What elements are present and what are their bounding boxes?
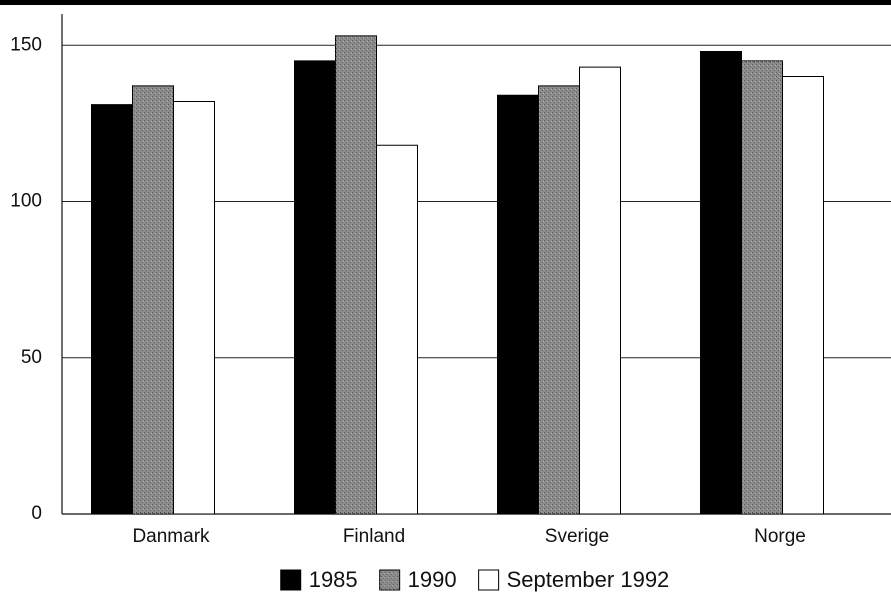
bar	[173, 101, 215, 515]
legend-label: 1985	[309, 567, 358, 592]
x-tick-label: Danmark	[132, 526, 210, 547]
bar-texture	[741, 60, 783, 514]
bar-texture	[132, 85, 174, 514]
bar-texture	[538, 85, 580, 514]
bar	[700, 51, 742, 515]
bar	[782, 76, 824, 515]
x-tick-label: Sverige	[545, 526, 609, 547]
bar	[91, 104, 133, 515]
legend-label: September 1992	[507, 567, 670, 592]
x-tick-label: Finland	[343, 526, 405, 547]
legend-swatch	[478, 569, 500, 591]
bar	[579, 66, 621, 515]
x-tick-label: Norge	[754, 526, 806, 547]
legend-texture	[379, 570, 400, 590]
y-tick-label: 150	[10, 34, 42, 55]
bar	[294, 60, 336, 515]
y-tick-label: 50	[21, 347, 42, 368]
bar	[497, 94, 539, 515]
top-rule	[0, 0, 891, 5]
legend-swatch	[280, 569, 302, 591]
bar	[376, 144, 418, 515]
bar-texture	[335, 35, 377, 514]
y-tick-label: 100	[10, 191, 42, 212]
legend-label: 1990	[408, 567, 457, 592]
y-tick-label: 0	[31, 503, 42, 524]
legend: 1985 1990 September 1992	[280, 567, 670, 592]
